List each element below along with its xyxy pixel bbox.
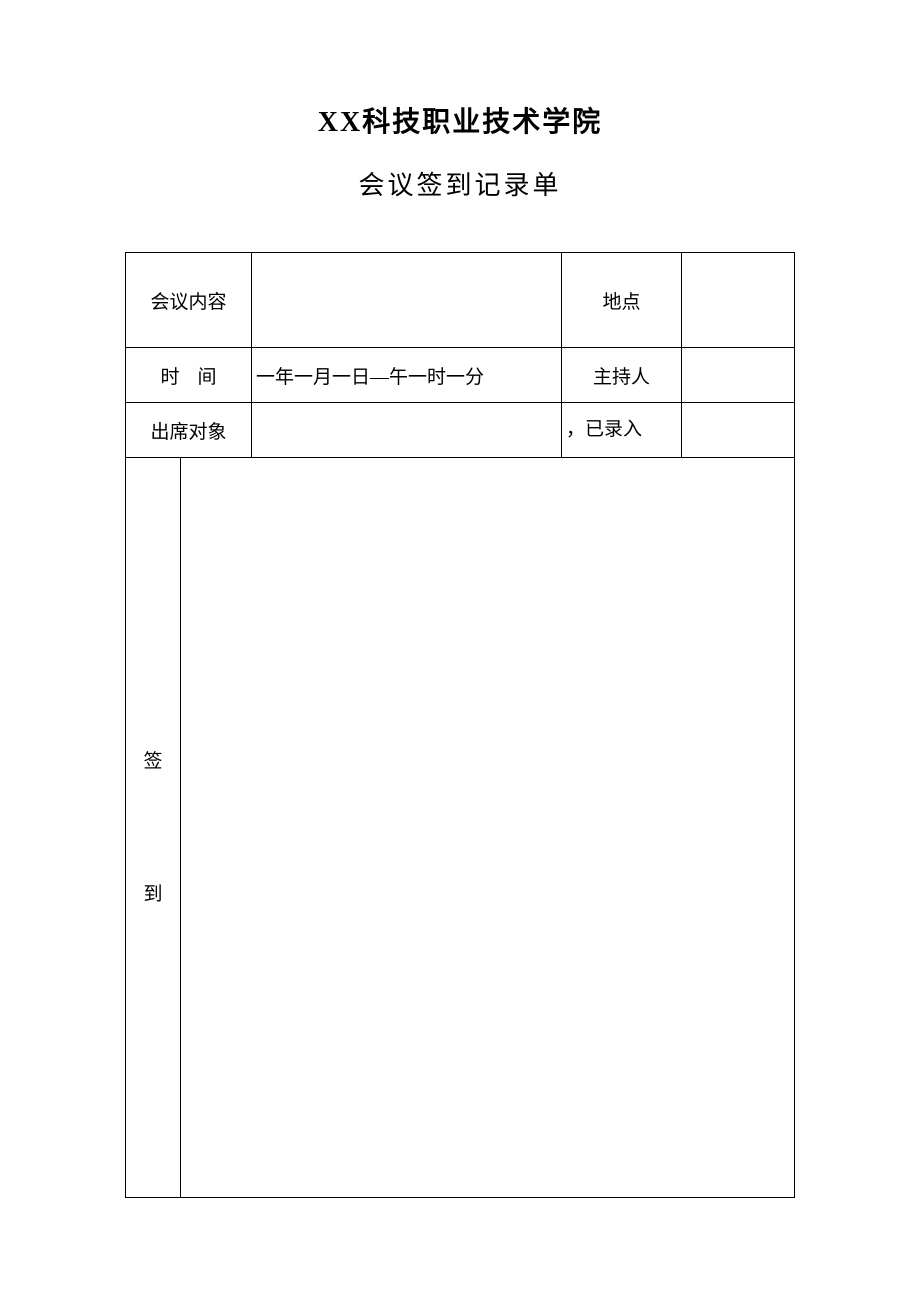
signin-char-1: 签 xyxy=(143,751,162,772)
document-header: XX科技职业技术学院 会议签到记录单 xyxy=(125,100,795,202)
time-label: 时间 xyxy=(126,348,252,403)
signin-row: 签到 xyxy=(126,458,795,1198)
institution-title: XX科技职业技术学院 xyxy=(125,100,795,140)
signin-area xyxy=(181,458,795,1198)
attendee-label: 出席对象 xyxy=(126,403,252,458)
meeting-content-label: 会议内容 xyxy=(126,253,252,348)
attendee-row: 出席对象 ，已录入 xyxy=(126,403,795,458)
meeting-content-row: 会议内容 地点 xyxy=(126,253,795,348)
location-label: 地点 xyxy=(562,253,682,348)
recorded-value xyxy=(682,403,795,458)
time-row: 时间 一年一月一日—午一时一分 主持人 xyxy=(126,348,795,403)
signin-label: 签到 xyxy=(126,458,181,1198)
attendee-value xyxy=(252,403,562,458)
document-subtitle: 会议签到记录单 xyxy=(125,165,795,202)
time-value: 一年一月一日—午一时一分 xyxy=(252,348,562,403)
institution-prefix: XX xyxy=(318,107,362,138)
signin-char-2: 到 xyxy=(143,884,162,905)
meeting-content-value xyxy=(252,253,562,348)
signin-form-table: 会议内容 地点 时间 一年一月一日—午一时一分 主持人 出席对象 ，已录入 签到 xyxy=(125,252,795,1198)
institution-name: 科技职业技术学院 xyxy=(362,107,602,138)
recorded-label: ，已录入 xyxy=(562,403,682,458)
host-label: 主持人 xyxy=(562,348,682,403)
host-value xyxy=(682,348,795,403)
location-value xyxy=(682,253,795,348)
